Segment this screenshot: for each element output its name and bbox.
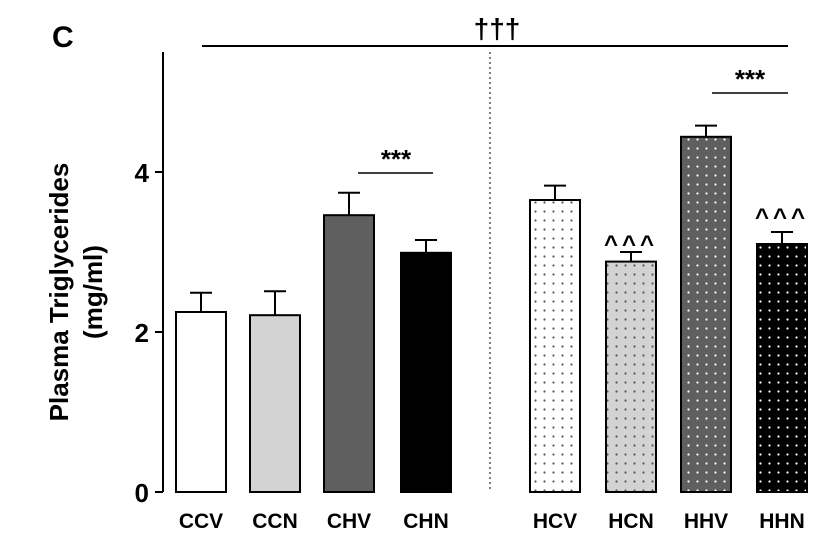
bar-dot-pattern [607,262,655,491]
marker-hhn: ^^^ [755,204,809,231]
significance-chv-chn: *** [381,144,412,174]
bar-dot-pattern [758,245,806,491]
significance-hhv-hhn: *** [735,64,766,94]
x-tick-label: HCV [533,510,577,533]
bar-dot-pattern [531,201,579,491]
bar-dot-pattern [682,137,730,492]
x-tick-label: HHV [684,510,728,533]
bar-ccn [249,314,301,494]
y-tick-label: 0 [135,478,149,508]
bar-ccv [175,311,227,493]
bar-chv [323,214,375,493]
x-tick-label: HCN [608,510,654,533]
panel-label: C [52,21,74,54]
y-tick-label: 4 [135,158,150,188]
significance-overall: ††† [474,13,521,44]
x-tick-label: CHV [327,510,371,533]
bar-chn [400,251,452,493]
x-tick-label: CCV [179,510,223,533]
marker-hcn: ^^^ [604,231,658,258]
y-axis-label-line1: Plasma Triglycerides [44,163,74,422]
y-axis-label-line2: (mg/ml) [78,245,108,339]
y-tick-label: 2 [135,318,149,348]
x-tick-label: HHN [759,510,805,533]
x-tick-label: CHN [403,510,449,533]
x-tick-label: CCN [252,510,298,533]
